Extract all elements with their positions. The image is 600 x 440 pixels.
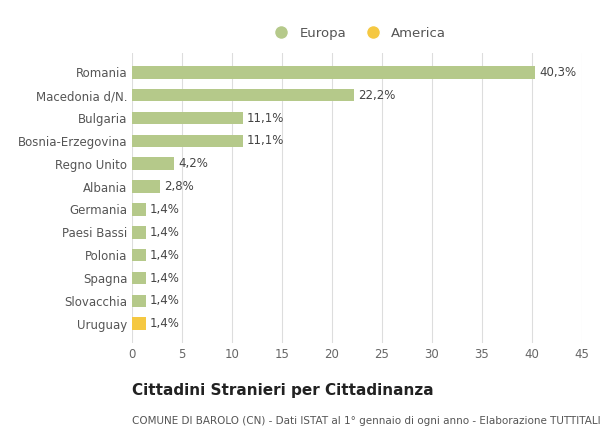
Bar	[132, 272, 146, 284]
Text: 1,4%: 1,4%	[150, 271, 180, 285]
Bar	[132, 249, 146, 261]
Text: 1,4%: 1,4%	[150, 294, 180, 308]
Text: 1,4%: 1,4%	[150, 226, 180, 239]
Text: 2,8%: 2,8%	[164, 180, 194, 193]
Legend: Europa, America: Europa, America	[263, 22, 451, 45]
Bar	[132, 317, 146, 330]
Bar	[132, 135, 243, 147]
Text: 11,1%: 11,1%	[247, 111, 284, 125]
Text: 40,3%: 40,3%	[539, 66, 576, 79]
Text: 1,4%: 1,4%	[150, 249, 180, 262]
Bar	[132, 203, 146, 216]
Text: 1,4%: 1,4%	[150, 203, 180, 216]
Text: 22,2%: 22,2%	[358, 88, 395, 102]
Bar	[132, 294, 146, 307]
Bar	[132, 89, 354, 102]
Bar	[132, 112, 243, 124]
Text: 11,1%: 11,1%	[247, 134, 284, 147]
Text: 4,2%: 4,2%	[178, 157, 208, 170]
Bar	[132, 158, 174, 170]
Bar	[132, 180, 160, 193]
Text: Cittadini Stranieri per Cittadinanza: Cittadini Stranieri per Cittadinanza	[132, 383, 434, 398]
Text: 1,4%: 1,4%	[150, 317, 180, 330]
Text: COMUNE DI BAROLO (CN) - Dati ISTAT al 1° gennaio di ogni anno - Elaborazione TUT: COMUNE DI BAROLO (CN) - Dati ISTAT al 1°…	[132, 416, 600, 426]
Bar	[132, 66, 535, 79]
Bar	[132, 226, 146, 238]
